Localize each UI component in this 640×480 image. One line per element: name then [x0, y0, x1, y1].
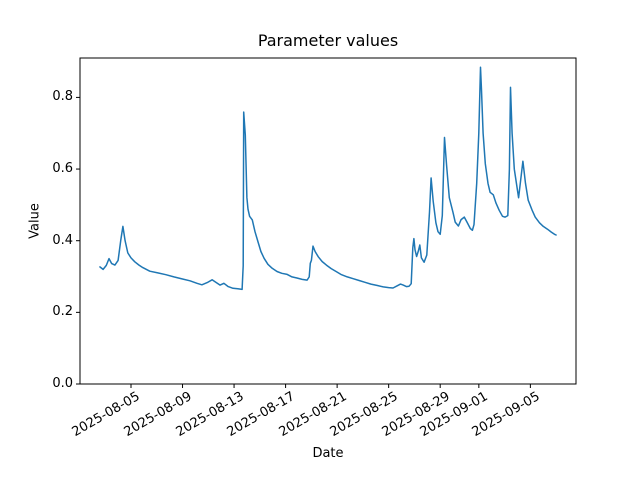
- y-tick-label: 0.2: [52, 304, 73, 320]
- y-tick-label: 0.4: [52, 232, 73, 248]
- y-tick-label: 0.0: [52, 376, 73, 391]
- y-axis-label: Value: [27, 203, 43, 239]
- y-tick-label: 0.6: [52, 161, 73, 177]
- chart-title: Parameter values: [257, 31, 399, 50]
- y-tick-label: 0.8: [52, 89, 73, 105]
- x-axis-label: Date: [312, 446, 344, 461]
- series-line: [99, 66, 557, 291]
- plot-border: [79, 57, 577, 385]
